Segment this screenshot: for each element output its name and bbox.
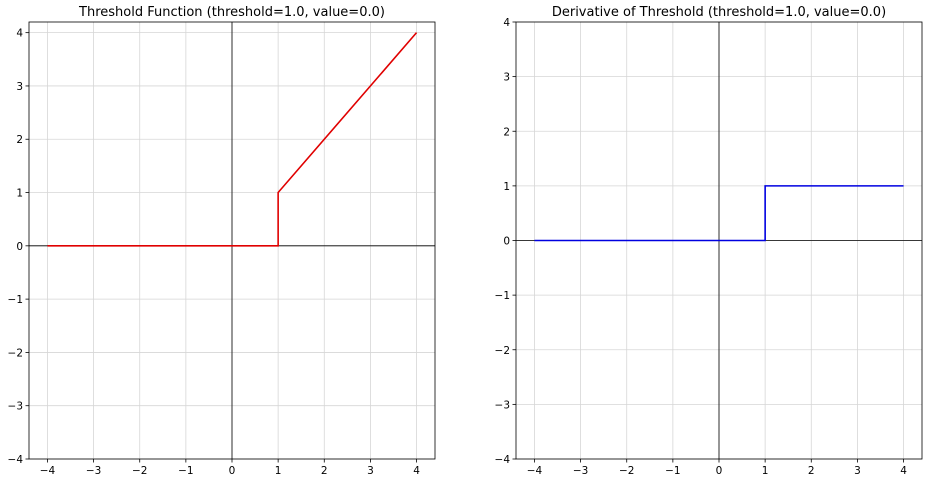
y-tick-label: −4 [8,454,24,466]
y-tick-label: 0 [16,241,23,253]
y-tick-label: −3 [8,401,23,413]
x-tick-label: −3 [573,465,588,477]
series-line-0 [534,185,904,242]
right-chart: −4 −3 −2 −1 0 1 2 3 4 −4 −3 −2 −1 0 1 2 3 4 Derivative of … [495,5,923,477]
y-tick-label: 2 [503,126,510,138]
y-tick-label: 4 [503,17,510,29]
y-tick-label: −4 [495,454,511,466]
x-tick-label: 3 [367,465,374,477]
x-tick-label: −1 [665,465,680,477]
x-tick-label: −4 [527,465,543,477]
y-tick-label: −2 [495,345,510,357]
y-tick-label: 1 [16,188,23,200]
x-tick-label: −4 [40,465,56,477]
x-tick-label: −2 [132,465,147,477]
y-tick-label: 0 [503,236,510,248]
x-tick-label: −1 [178,465,193,477]
x-tick-label: 1 [275,465,282,477]
y-tick-label: 4 [16,28,23,40]
x-tick-label: −2 [619,465,634,477]
series-line-0 [47,32,418,247]
chart-title: Threshold Function (threshold=1.0, value… [78,5,385,20]
x-tick-label: 2 [321,465,328,477]
y-tick-label: 3 [16,81,23,93]
x-tick-label: 3 [854,465,861,477]
left-chart: −4 −3 −2 −1 0 1 2 3 4 −4 −3 −2 −1 0 1 2 3 4 Threshold Func… [8,5,436,477]
y-tick-label: −3 [495,399,510,411]
x-tick-label: 4 [413,465,420,477]
y-tick-label: −2 [8,347,23,359]
y-tick-label: 1 [503,181,510,193]
x-tick-label: 4 [900,465,907,477]
y-tick-label: 2 [16,134,23,146]
x-tick-label: −3 [86,465,101,477]
chart-title: Derivative of Threshold (threshold=1.0, … [552,5,886,20]
y-tick-label: 3 [503,72,510,84]
x-tick-label: 1 [762,465,769,477]
x-tick-label: 0 [716,465,723,477]
x-tick-label: 2 [808,465,815,477]
y-tick-label: −1 [495,290,510,302]
y-tick-label: −1 [8,294,23,306]
x-tick-label: 0 [229,465,236,477]
